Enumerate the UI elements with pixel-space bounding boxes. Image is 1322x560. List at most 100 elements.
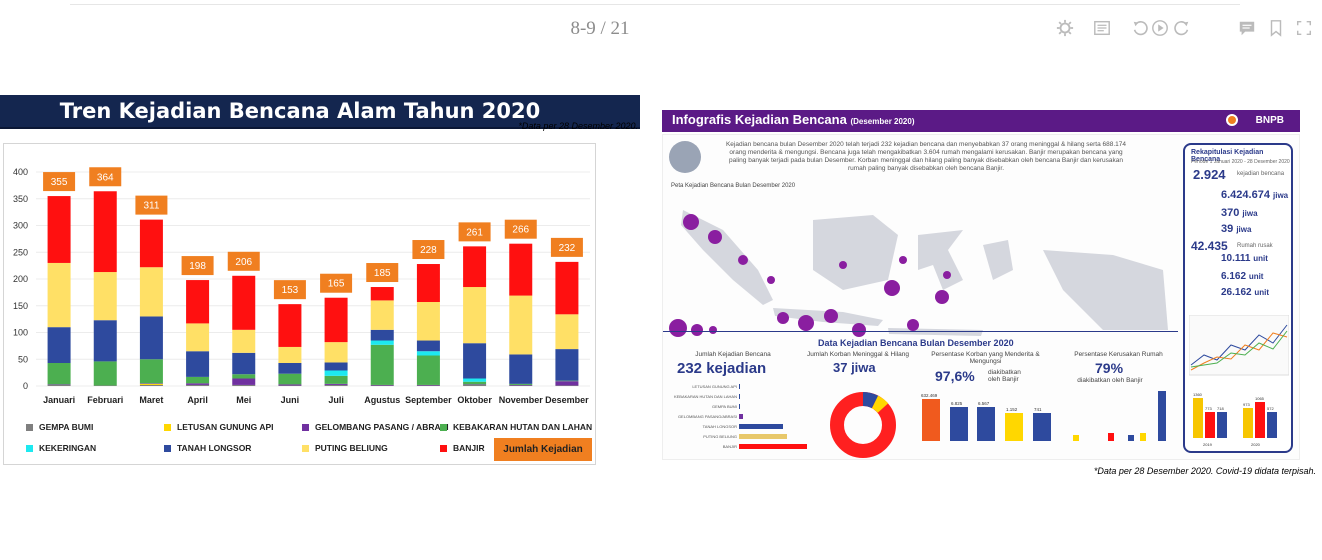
sumatra-island [681,210,773,305]
legend-swatch [164,423,171,431]
total-label: 165 [328,279,345,290]
mini-bar-label: GELOMBANG PASANG/ABRASI [678,414,737,419]
y-tick-label: 0 [23,381,28,391]
rotate-left-icon[interactable] [1130,18,1150,38]
bar-segment [509,354,533,384]
globe-icon [669,141,701,173]
event-marker [935,290,949,304]
total-label-box [320,273,353,293]
mini-bar-label: PUTING BELIUNG [703,434,737,439]
total-label-box [135,195,168,215]
bar-segment [555,380,579,382]
menderita-bars [922,399,1051,441]
x-tick-label: April [187,395,208,405]
jumlah-label: Jumlah Kejadian Bencana [695,351,771,358]
bar-segment [278,362,302,374]
data-section-title: Data Kejadian Bencana Bulan Desember 202… [818,338,1014,348]
bar-segment [555,349,579,381]
bar-segment [186,384,210,386]
bar-segment [509,384,533,386]
play-icon[interactable] [1150,18,1170,38]
x-tick-label: Juni [281,395,300,405]
bar-segment [370,300,394,330]
total-label: 206 [235,257,252,268]
recap-period: Periode 1 Januari 2020 - 28 Desember 202… [1191,159,1290,165]
recap-kejadian-label: kejadian bencana [1237,171,1285,177]
mini-bar-label: TANAH LONGSOR [703,424,737,429]
maluku-islands [983,240,1013,280]
total-label: 232 [559,243,576,254]
rumah-label: Persentase Kerusakan Rumah [1074,351,1163,358]
bar-segment [278,346,302,363]
bar-segment [324,362,348,371]
comparison-value: 572 [1267,406,1274,411]
event-marker [691,324,703,336]
papua-island [1043,250,1168,330]
mini-bar-label: BANJIR [723,444,737,449]
bar-segment [139,219,163,268]
bar-segment [47,362,71,385]
mini-bar-label: GEMPA BUMI [712,404,737,409]
korban-donut-chart [830,392,896,458]
bar-segment [370,329,394,341]
menderita-bar-chart: 632.469 6.825 6.567 1.152 741 [921,393,1051,441]
jumlah-value: 232 kejadian [677,360,767,377]
x-tick-label: Mei [236,395,251,405]
slide-title: Tren Kejadian Bencana Alam Tahun 2020 [59,99,541,123]
fullscreen-icon[interactable] [1294,18,1314,38]
comment-icon[interactable] [1237,18,1257,38]
legend-item-banjir: BANJIR [440,443,485,453]
bar-segment [463,381,487,385]
event-marker [839,261,847,269]
legend-swatch [440,444,447,452]
comparison-year: 2020 [1251,442,1261,447]
bar-segment [139,383,163,385]
bar-segment [278,384,302,386]
comparison-bar [1193,398,1203,438]
x-tick-label: Desember [545,395,589,405]
total-label: 198 [189,261,206,272]
menderita-bar-value: 741 [1034,407,1042,412]
settings-icon[interactable] [1055,18,1075,38]
recap-hilang: 39 jiwa [1221,223,1252,235]
recap-rusak-ringan: 26.162 unit [1221,287,1270,298]
rumah-bar [1128,435,1134,441]
bar-segment [324,384,348,386]
rumah-value: 79% [1095,360,1124,376]
rotate-right-icon[interactable] [1172,18,1192,38]
trend-line [1190,332,1288,371]
total-label: 153 [282,285,299,296]
menderita-label: Persentase Korban yang Menderita & Mengu… [931,351,1040,365]
bar-segment [232,374,256,379]
bar-segment [139,267,163,317]
bookmark-icon[interactable] [1266,18,1286,38]
total-label: 185 [374,268,391,279]
total-label-box [227,251,260,271]
mini-bar-label: KEBAKARAN HUTAN DAN LAHAN [674,394,737,399]
legend-swatch [164,444,171,452]
event-marker [852,323,866,337]
bar-segment [324,370,348,376]
recap-kejadian: 2.924 [1193,167,1226,182]
comparison-value: 973 [1243,402,1250,407]
bar-segment [370,344,394,385]
recap-menderita: 6.424.674 jiwa [1221,189,1289,201]
bar-segment [416,264,440,303]
rumah-bar [1073,435,1079,441]
bar-segment [324,375,348,384]
x-tick-label: September [405,395,452,405]
mini-bar [739,444,807,449]
comparison-bar [1243,408,1253,438]
infographic-title: Infografis Kejadian Bencana (Desember 20… [672,112,915,127]
menderita-bar-values: 632.469 6.825 6.567 1.152 741 [921,393,1042,412]
bar-segment [555,385,579,386]
menderita-bar-value: 1.152 [1006,407,1018,412]
mini-bar [739,424,783,429]
legend-item-longsor: TANAH LONGSOR [164,443,251,453]
mini-bar-label: LETUSAN GUNUNG API [692,384,737,389]
document-view-icon[interactable] [1092,18,1112,38]
event-marker [709,326,717,334]
recap-rumah-rusak: 42.435 [1191,239,1228,253]
x-tick-label: Oktober [457,395,492,405]
bar-segment [139,383,163,384]
